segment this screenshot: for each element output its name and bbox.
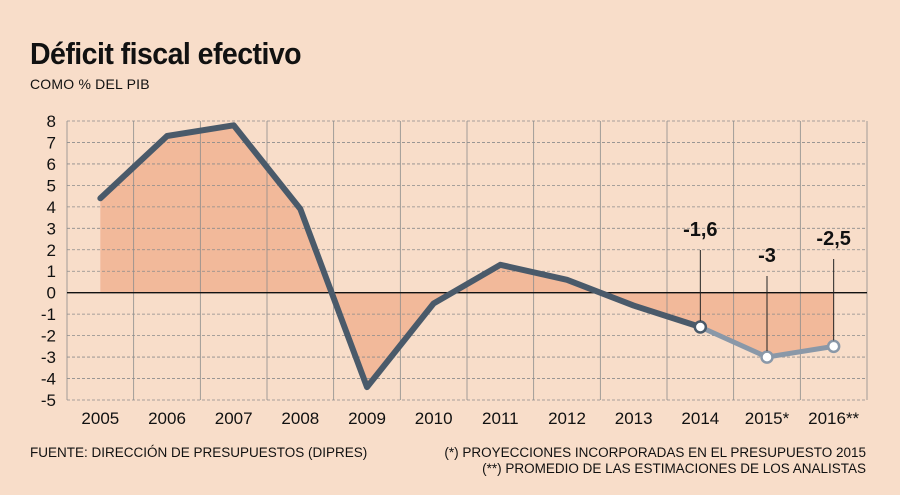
y-tick-label: 4 <box>47 198 56 217</box>
data-label-layer: -1,6 -3 -2,5 <box>683 219 851 352</box>
chart-title: Déficit fiscal efectivo <box>30 36 302 71</box>
x-tick-label: 2009 <box>348 409 386 428</box>
footnotes: (*) PROYECCIONES INCORPORADAS EN EL PRES… <box>444 445 866 477</box>
data-point-marker <box>693 320 708 334</box>
y-tick-label: 6 <box>47 155 56 174</box>
data-point-marker <box>826 339 841 354</box>
x-tick-label: 2011 <box>482 409 519 428</box>
series-line-actual <box>97 122 704 391</box>
footnote-projection: (*) PROYECCIONES INCORPORADAS EN EL PRES… <box>444 445 866 460</box>
data-label: -1,6 <box>683 219 717 241</box>
y-tick-label: -5 <box>41 391 56 410</box>
x-tick-label: 2015* <box>745 409 790 428</box>
series-line-layer <box>97 122 841 391</box>
x-tick-label: 2006 <box>148 409 186 428</box>
source-note: FUENTE: DIRECCIÓN DE PRESUPUESTOS (DIPRE… <box>30 445 368 460</box>
x-tick-label: 2012 <box>548 409 586 428</box>
y-tick-label: 2 <box>47 241 56 260</box>
y-tick-label: 1 <box>47 262 56 281</box>
y-tick-label: -3 <box>41 348 56 367</box>
x-tick-label-layer: 2005 2006 2007 2008 2009 2010 2011 2012 2013 2014… <box>81 409 859 428</box>
data-label: -2,5 <box>816 228 850 250</box>
footnote-analysts: (**) PROMEDIO DE LAS ESTIMACIONES DE LOS… <box>482 461 866 476</box>
x-tick-label: 2013 <box>615 409 653 428</box>
x-tick-label: 2016** <box>808 409 859 428</box>
y-tick-label: -1 <box>41 305 56 324</box>
y-tick-label: 0 <box>47 284 56 303</box>
y-tick-label: 8 <box>47 112 56 131</box>
y-tick-label: 5 <box>47 176 56 195</box>
x-tick-label: 2010 <box>415 409 453 428</box>
grid-layer <box>66 120 868 401</box>
chart-subtitle: COMO % DEL PIB <box>30 76 150 92</box>
x-tick-label: 2005 <box>81 409 119 428</box>
y-tick-label: -2 <box>41 327 56 346</box>
x-tick-label: 2008 <box>281 409 319 428</box>
x-tick-label: 2014 <box>681 409 719 428</box>
x-tick-label: 2007 <box>215 409 253 428</box>
y-tick-label: -4 <box>41 370 56 389</box>
y-tick-label: 3 <box>47 219 56 238</box>
data-point-marker <box>760 350 774 364</box>
y-tick-label: 7 <box>47 133 56 152</box>
y-tick-label-layer: 8 7 6 5 4 3 2 1 0 -1 -2 -3 -4 -5 <box>41 112 56 410</box>
data-label: -3 <box>758 245 776 267</box>
